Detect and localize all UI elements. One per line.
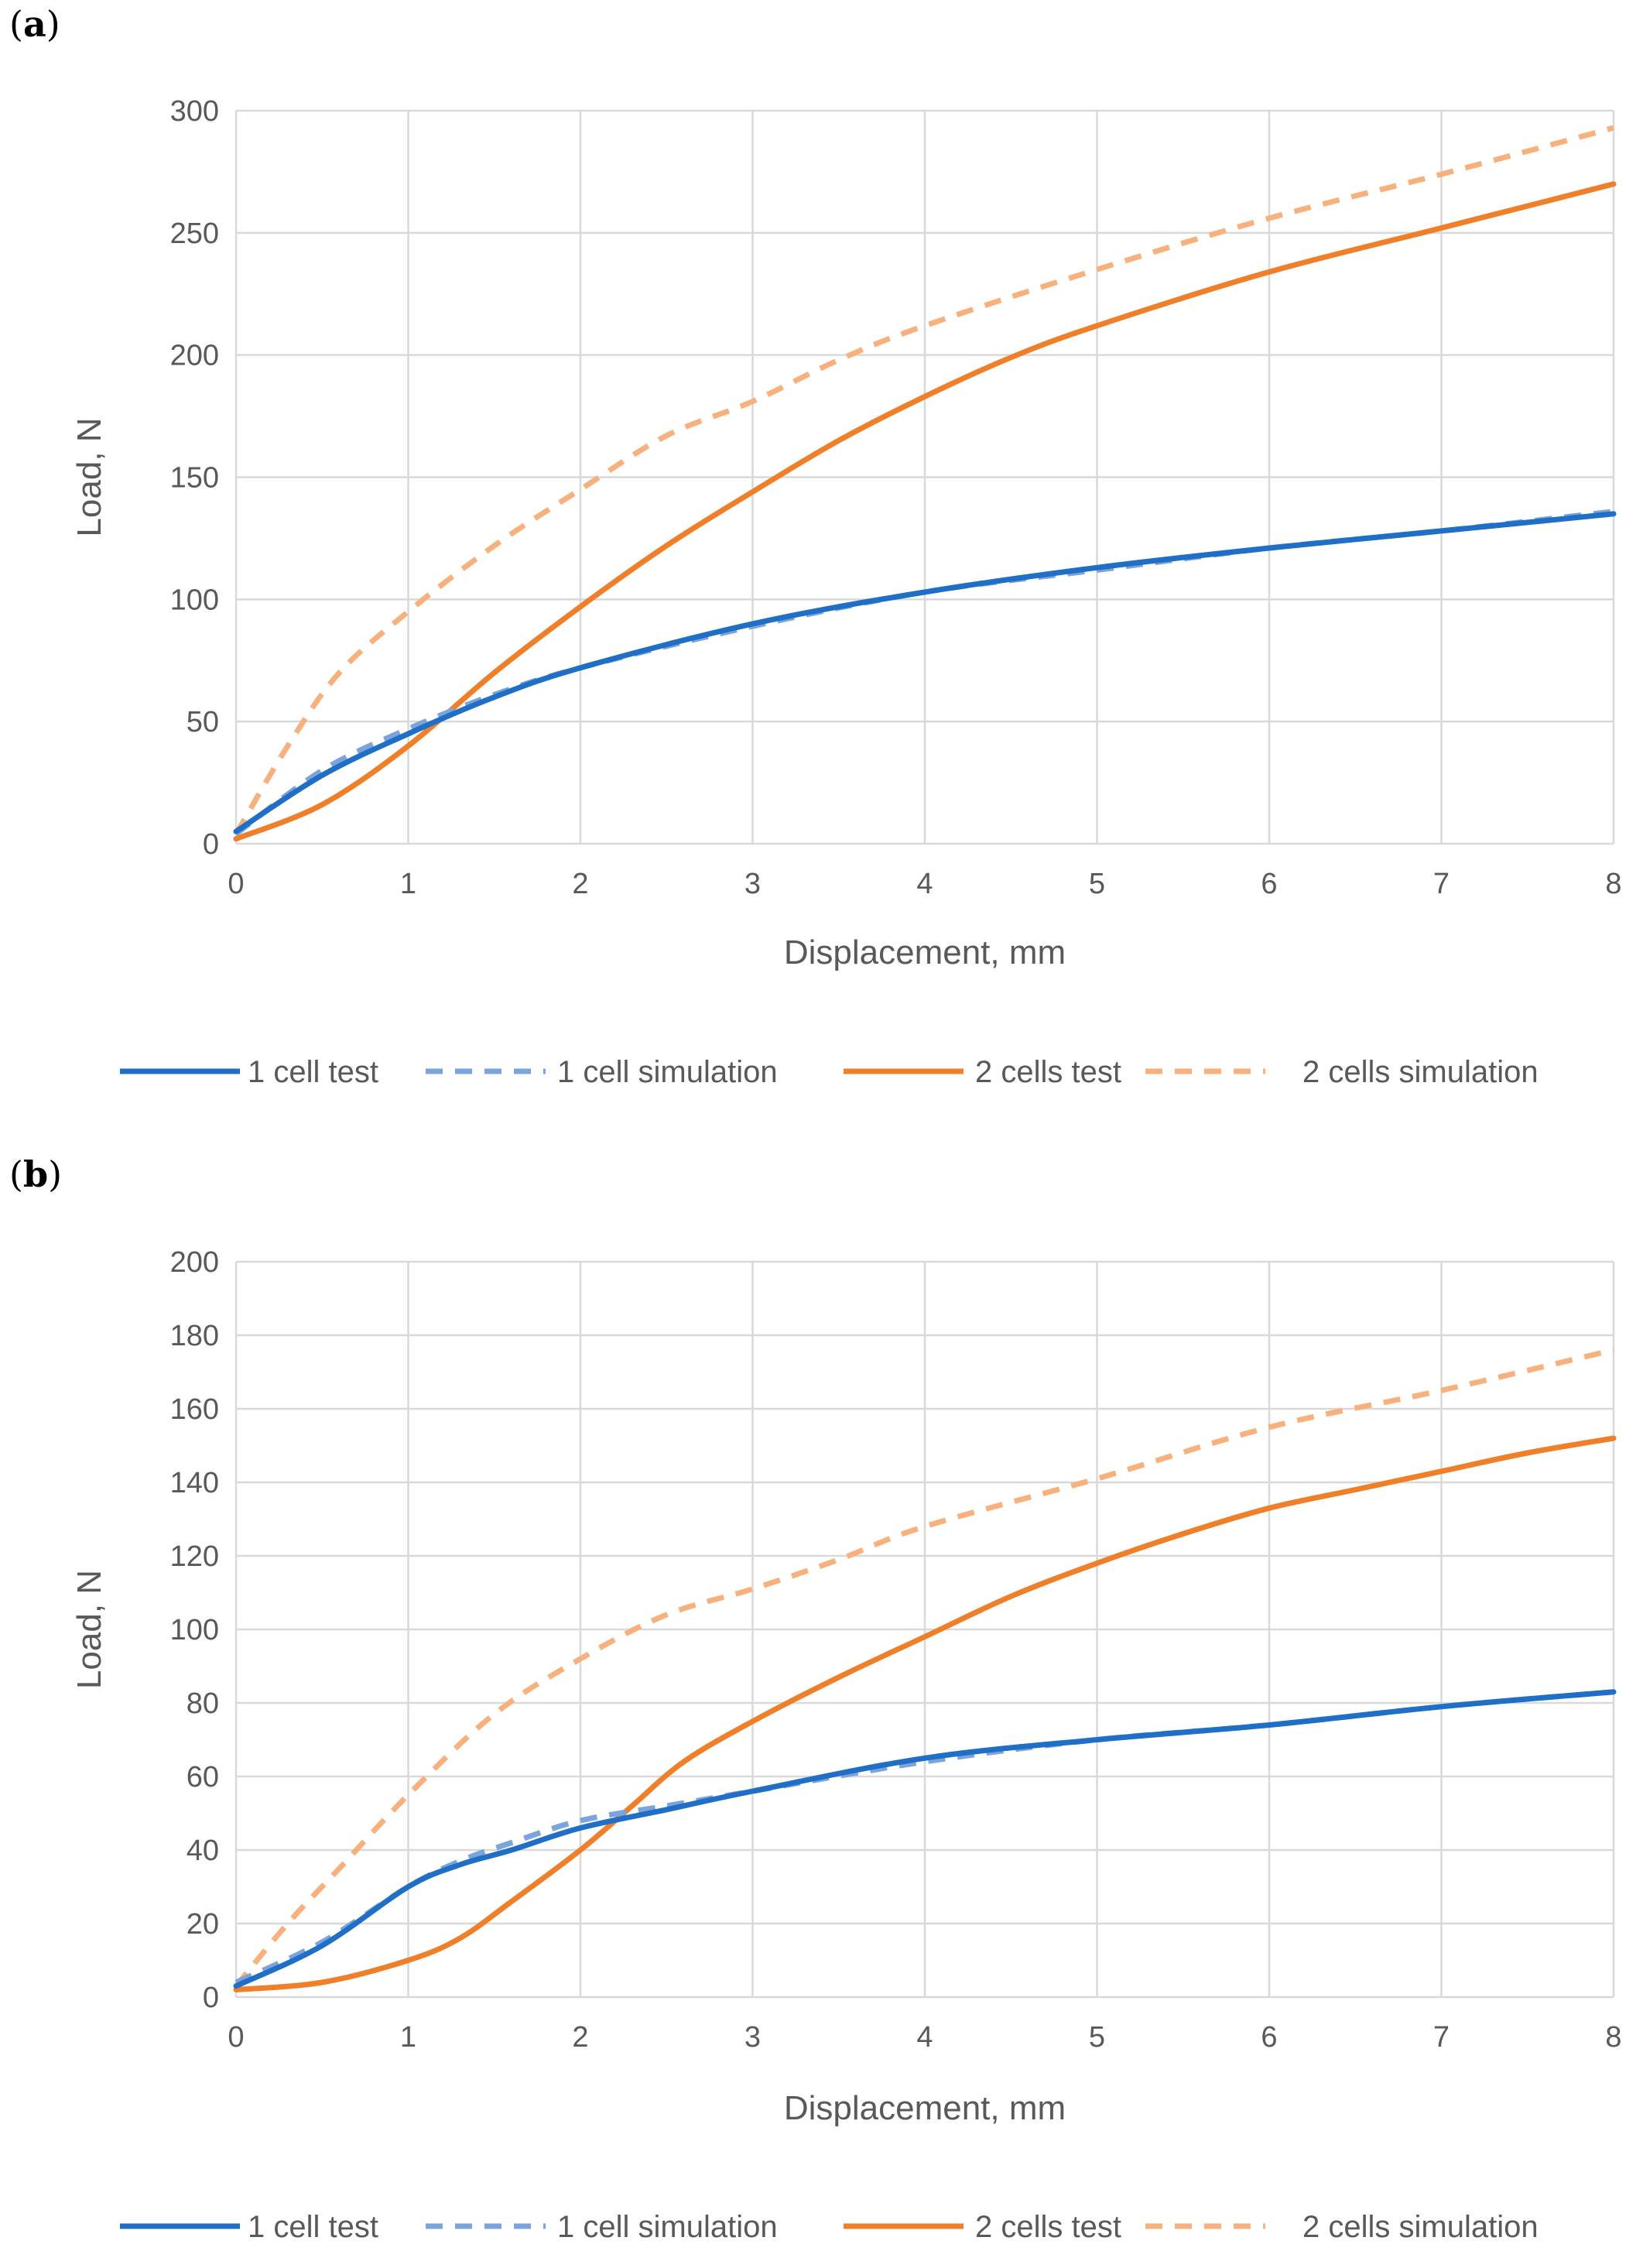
legend-label: 2 cells test <box>975 2210 1121 2244</box>
chart-b: 0 1 2 3 4 5 6 7 8020406080100120140160180200Disp… <box>70 1246 1622 2244</box>
x-tick-label: 4 <box>916 868 933 900</box>
y-tick-label: 20 <box>187 1908 219 1941</box>
y-tick-label: 50 <box>187 706 219 738</box>
x-tick-label: 0 <box>228 2021 244 2054</box>
panel-label-b-open: ( <box>9 1153 23 1195</box>
y-tick-label: 100 <box>170 1614 219 1646</box>
panel-label-b: (b) <box>9 1153 62 1195</box>
x-tick-label: 3 <box>744 2021 761 2054</box>
y-axis-title: Load, N <box>70 417 108 536</box>
y-tick-label: 120 <box>170 1540 219 1573</box>
x-tick-label: 1 <box>400 2021 416 2054</box>
x-tick-label: 7 <box>1433 2021 1450 2054</box>
series-line-1-cell-test <box>233 1689 1617 1989</box>
y-tick-label: 250 <box>170 218 219 250</box>
chart-a: 0 1 2 3 4 5 6 7 8 0 50 100 150 200 250 300 Displacement,… <box>70 95 1622 1089</box>
y-tick-label: 300 <box>170 95 219 128</box>
x-tick-label: 1 <box>400 868 416 900</box>
x-tick-label: 2 <box>572 868 588 900</box>
legend-label: 1 cell simulation <box>557 2210 778 2244</box>
series-line-1-cell-test <box>233 511 1617 834</box>
legend-label: 2 cells test <box>975 1055 1121 1089</box>
y-tick-label: 200 <box>170 340 219 372</box>
x-tick-label: 8 <box>1605 868 1621 900</box>
panel-label-b-close: ) <box>48 1153 63 1195</box>
panel-label-a-close: ) <box>46 3 60 45</box>
x-tick-label: 8 <box>1605 2021 1621 2054</box>
y-tick-label: 150 <box>170 462 219 495</box>
legend-label: 2 cells simulation <box>1302 1055 1539 1089</box>
y-tick-label: 200 <box>170 1246 219 1279</box>
panel-label-a-open: ( <box>9 3 23 45</box>
y-tick-label: 180 <box>170 1320 219 1352</box>
panel-label-b-letter: b <box>22 1153 49 1195</box>
y-tick-label: 0 <box>203 1982 219 2014</box>
x-tick-label: 3 <box>744 868 761 900</box>
panel-label-a-letter: a <box>22 3 46 45</box>
legend-label: 1 cell simulation <box>557 1055 778 1089</box>
y-tick-label: 0 <box>203 828 219 861</box>
y-tick-label: 140 <box>170 1467 219 1499</box>
x-axis-title: Displacement, mm <box>784 2089 1066 2127</box>
y-tick-label: 60 <box>187 1761 219 1794</box>
series-line-2-cells-simulation <box>234 1347 1614 1989</box>
y-tick-label: 80 <box>187 1687 219 1720</box>
y-tick-label: 160 <box>170 1393 219 1426</box>
legend-label: 1 cell test <box>248 1055 378 1089</box>
x-tick-label: 0 <box>228 868 244 900</box>
x-tick-label: 5 <box>1089 868 1105 900</box>
legend-label: 1 cell test <box>248 2210 378 2244</box>
x-tick-label: 6 <box>1261 2021 1277 2054</box>
legend-label: 2 cells simulation <box>1302 2210 1539 2244</box>
series-line-2-cells-test <box>233 1435 1617 1992</box>
series-line-2-cells-simulation <box>233 125 1614 836</box>
x-axis-title: Displacement, mm <box>784 934 1066 971</box>
x-tick-label: 2 <box>572 2021 588 2054</box>
y-axis-title: Load, N <box>70 1570 108 1689</box>
x-tick-label: 5 <box>1089 2021 1105 2054</box>
y-tick-label: 40 <box>187 1835 219 1867</box>
y-tick-label: 100 <box>170 584 219 616</box>
x-tick-label: 7 <box>1433 868 1450 900</box>
x-tick-label: 4 <box>916 2021 933 2054</box>
panel-label-a: (a) <box>9 3 60 45</box>
x-tick-label: 6 <box>1261 868 1277 900</box>
